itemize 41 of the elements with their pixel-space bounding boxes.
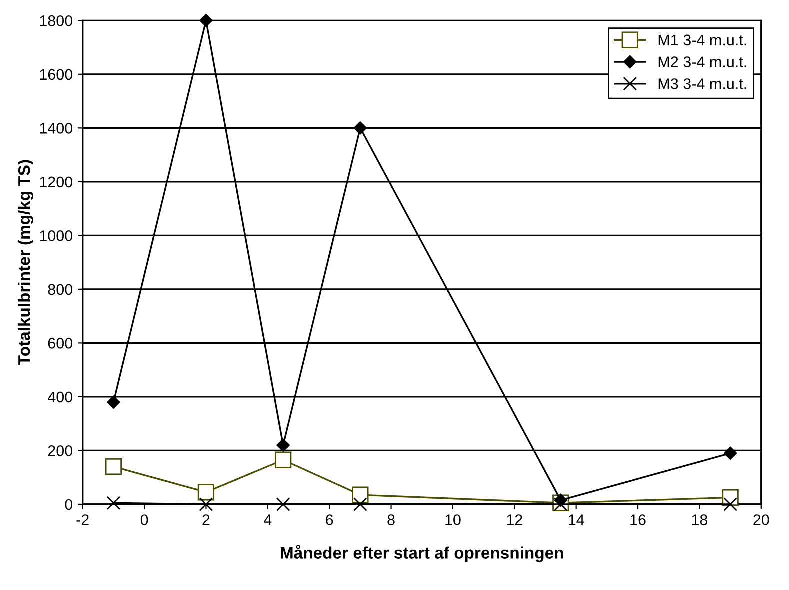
point: [200, 14, 213, 28]
y-tick-label: 400: [48, 392, 73, 403]
y-tick-label: 1600: [40, 69, 73, 80]
x-tick-label: 12: [507, 514, 522, 526]
y-tick-label: 1800: [40, 16, 73, 26]
point: [274, 452, 292, 468]
x-tick-label: 2: [202, 514, 210, 526]
x-tick-label: 16: [630, 514, 646, 526]
x-tick-label: 8: [388, 514, 395, 526]
point: [353, 498, 368, 512]
x-tick-label: 18: [692, 514, 708, 526]
y-tick-label: 1400: [40, 123, 73, 134]
point: [276, 498, 290, 512]
point: [105, 458, 122, 476]
y-tick-label: 1000: [40, 230, 73, 242]
x-tick-label: 10: [446, 514, 461, 526]
x-axis-title: Måneder efter start af oprensningen: [281, 545, 564, 562]
y-tick-label: 0: [65, 499, 73, 510]
x-tick-label: 20: [754, 514, 770, 526]
point: [106, 496, 121, 510]
x-tick-label: 4: [264, 514, 272, 526]
y-tick-label: 800: [48, 284, 73, 296]
x-tick-label: -2: [76, 514, 89, 526]
legend-label: M2 3-4 m.u.t.: [658, 56, 746, 68]
point: [554, 498, 568, 512]
x-tick-label: 14: [569, 514, 584, 526]
y-tick-label: 1200: [40, 176, 73, 188]
point: [724, 446, 738, 460]
y-axis-title: Totalkulbrinter (mg/kg TS): [18, 160, 34, 366]
point: [199, 498, 214, 512]
point: [352, 486, 369, 504]
point: [198, 484, 215, 501]
point: [276, 438, 290, 452]
y-tick-label: 200: [48, 446, 73, 456]
x-tick-label: 6: [326, 514, 334, 526]
point: [107, 396, 120, 409]
legend-label: M1 3-4 m.u.t.: [658, 34, 746, 46]
legend-label: M3 3-4 m.u.t.: [658, 78, 746, 90]
x-tick-label: 0: [140, 514, 148, 526]
y-tick-label: 600: [48, 338, 73, 349]
point: [354, 122, 368, 135]
